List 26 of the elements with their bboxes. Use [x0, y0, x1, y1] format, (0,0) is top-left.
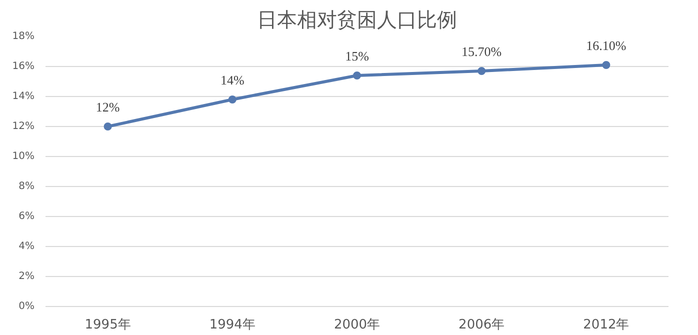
y-tick-label: 18%	[12, 31, 35, 42]
y-tick-label: 2%	[18, 271, 35, 282]
y-tick-label: 4%	[18, 241, 35, 252]
data-label: 12%	[96, 100, 120, 114]
y-tick-label: 8%	[18, 181, 35, 192]
x-tick-label: 2000年	[334, 318, 380, 332]
point	[228, 96, 236, 104]
data-label: 16.10%	[586, 38, 626, 53]
point	[104, 122, 112, 130]
x-tick-label: 1994年	[209, 318, 256, 332]
x-tick-label: 2012年	[583, 318, 630, 332]
x-tick-label: 2006年	[458, 318, 505, 332]
y-tick-label: 0%	[18, 301, 35, 312]
point	[353, 72, 361, 80]
y-tick-label: 12%	[12, 121, 35, 132]
chart-title: 日本相对贫困人口比例	[257, 8, 457, 32]
y-tick-label: 6%	[18, 211, 35, 222]
y-tick-label: 14%	[12, 91, 35, 102]
data-label: 15%	[345, 48, 370, 64]
y-tick-label: 16%	[12, 61, 35, 72]
point	[602, 61, 610, 69]
data-label: 14%	[220, 72, 244, 88]
x-tick-label: 1995年	[84, 318, 131, 332]
point	[478, 67, 486, 75]
y-tick-label: 10%	[12, 151, 35, 162]
data-label: 15.70%	[462, 44, 502, 59]
